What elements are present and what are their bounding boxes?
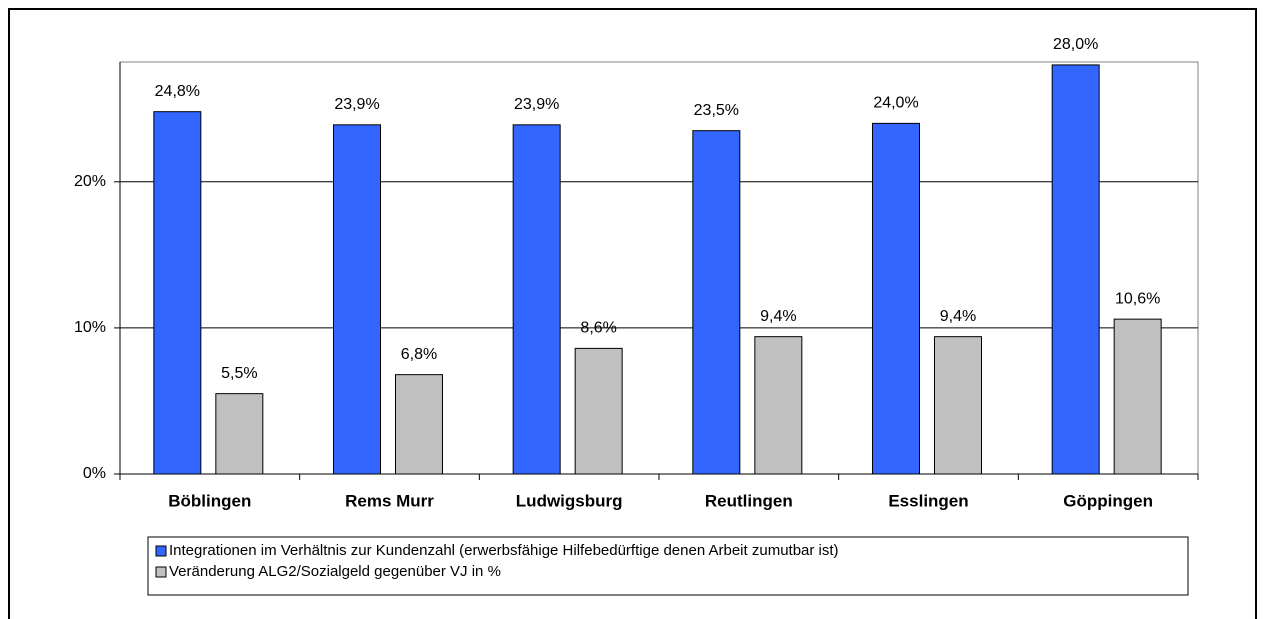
x-tick-label: Böblingen bbox=[168, 491, 251, 510]
bar bbox=[153, 111, 202, 475]
value-label: 24,8% bbox=[155, 83, 200, 100]
bar bbox=[574, 347, 623, 475]
value-label: 10,6% bbox=[1115, 290, 1160, 307]
x-tick-label: Esslingen bbox=[888, 491, 968, 510]
x-tick-label: Reutlingen bbox=[705, 491, 793, 510]
y-tick-label: 0% bbox=[83, 465, 106, 482]
bar bbox=[872, 122, 920, 475]
bar bbox=[934, 336, 982, 475]
x-tick-label: Ludwigsburg bbox=[516, 491, 623, 510]
value-label: 28,0% bbox=[1053, 36, 1098, 53]
bar bbox=[512, 124, 561, 475]
value-label: 5,5% bbox=[221, 365, 257, 382]
value-label: 9,4% bbox=[940, 308, 976, 325]
legend-swatch bbox=[155, 566, 167, 578]
value-label: 23,5% bbox=[694, 102, 739, 119]
bar bbox=[754, 336, 803, 475]
y-tick-label: 10% bbox=[74, 319, 106, 336]
bar bbox=[692, 130, 741, 475]
value-label: 24,0% bbox=[873, 95, 918, 112]
value-label: 23,9% bbox=[334, 96, 379, 113]
value-label: 9,4% bbox=[760, 308, 796, 325]
bar bbox=[1051, 64, 1100, 475]
frame bbox=[8, 8, 1257, 619]
value-label: 8,6% bbox=[580, 320, 616, 337]
legend-box bbox=[147, 536, 1189, 596]
y-tick-label: 20% bbox=[74, 173, 106, 190]
x-tick-label: Rems Murr bbox=[345, 491, 434, 510]
bar bbox=[333, 124, 381, 475]
legend-label: Veränderung ALG2/Sozialgeld gegenüber VJ… bbox=[169, 563, 501, 580]
value-label: 23,9% bbox=[514, 96, 559, 113]
legend-label: Integrationen im Verhältnis zur Kundenza… bbox=[169, 542, 839, 559]
bar bbox=[215, 393, 264, 475]
legend-swatch bbox=[155, 545, 167, 557]
bar bbox=[395, 374, 443, 475]
x-tick-label: Göppingen bbox=[1063, 491, 1153, 510]
plot-area bbox=[119, 61, 1199, 475]
value-label: 6,8% bbox=[401, 346, 437, 363]
bar bbox=[1113, 318, 1162, 475]
